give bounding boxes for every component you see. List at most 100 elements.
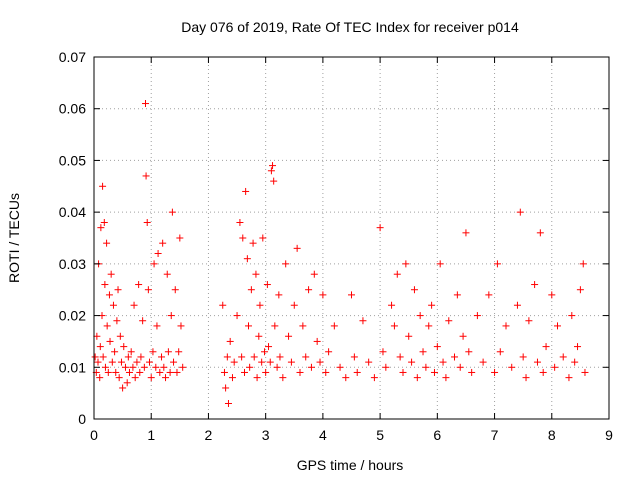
data-point: [581, 368, 589, 376]
data-point: [262, 368, 270, 376]
data-point: [242, 187, 250, 195]
data-point: [99, 353, 107, 361]
data-point: [365, 358, 373, 366]
data-point: [370, 374, 378, 382]
data-point: [322, 368, 330, 376]
x-tick-label: 6: [433, 427, 441, 443]
data-point: [568, 312, 576, 320]
data-point: [425, 322, 433, 330]
data-point: [275, 291, 283, 299]
data-point: [313, 337, 321, 345]
data-point: [261, 348, 269, 356]
y-tick-label: 0.04: [59, 204, 86, 220]
y-tick-label: 0.02: [59, 308, 86, 324]
data-point: [99, 182, 107, 190]
data-point: [154, 250, 162, 258]
data-point: [508, 363, 516, 371]
data-point: [139, 317, 147, 325]
data-point: [123, 379, 131, 387]
data-point: [519, 353, 527, 361]
data-point: [220, 368, 228, 376]
data-point: [119, 384, 127, 392]
data-point: [548, 291, 556, 299]
data-point: [293, 244, 301, 252]
data-point: [533, 358, 541, 366]
data-point: [290, 301, 298, 309]
data-point: [171, 286, 179, 294]
x-tick-label: 3: [262, 427, 270, 443]
data-point: [405, 332, 413, 340]
data-point: [279, 374, 287, 382]
data-point: [177, 322, 185, 330]
data-point: [256, 301, 264, 309]
data-point: [559, 353, 567, 361]
data-point: [170, 358, 178, 366]
data-point: [146, 358, 154, 366]
data-point: [287, 358, 295, 366]
data-point: [238, 353, 246, 361]
data-point: [116, 332, 124, 340]
data-point: [240, 368, 248, 376]
data-point: [249, 239, 257, 247]
data-point: [265, 343, 273, 351]
data-point: [142, 172, 150, 180]
data-point: [439, 358, 447, 366]
data-point: [456, 363, 464, 371]
data-point: [513, 301, 521, 309]
data-point: [247, 286, 255, 294]
data-point: [576, 286, 584, 294]
data-point: [299, 322, 307, 330]
data-point: [101, 363, 109, 371]
data-point: [496, 348, 504, 356]
data-point: [149, 348, 157, 356]
data-point: [105, 291, 113, 299]
data-point: [176, 234, 184, 242]
data-point: [159, 239, 167, 247]
data-points: [91, 100, 589, 407]
data-point: [162, 374, 170, 382]
chart-title: Day 076 of 2019, Rate Of TEC Index for r…: [181, 19, 519, 35]
data-point: [388, 301, 396, 309]
data-point: [551, 363, 559, 371]
data-point: [579, 260, 587, 268]
data-point: [135, 281, 143, 289]
data-point: [166, 368, 174, 376]
x-axis-label: GPS time / hours: [297, 457, 404, 473]
data-point: [130, 301, 138, 309]
y-tick-labels: 0 0.01 0.02 0.03 0.04 0.05 0.06 0.07: [59, 49, 86, 427]
data-point: [266, 358, 274, 366]
data-point: [96, 374, 104, 382]
data-point: [226, 337, 234, 345]
data-point: [522, 374, 530, 382]
data-point: [336, 363, 344, 371]
data-point: [224, 399, 232, 407]
y-tick-label: 0.05: [59, 152, 86, 168]
data-point: [459, 332, 467, 340]
data-point: [445, 317, 453, 325]
data-point: [223, 353, 231, 361]
data-point: [94, 358, 102, 366]
data-point: [137, 353, 145, 361]
data-point: [91, 353, 99, 361]
data-point: [168, 208, 176, 216]
y-tick-label: 0.07: [59, 49, 86, 65]
data-point: [109, 301, 117, 309]
data-point: [453, 291, 461, 299]
data-point: [140, 363, 148, 371]
data-point: [219, 301, 227, 309]
data-point: [402, 260, 410, 268]
y-axis-label: ROTI / TECUs: [6, 193, 22, 283]
data-point: [263, 281, 271, 289]
data-point: [376, 224, 384, 232]
data-point: [258, 358, 266, 366]
data-point: [276, 353, 284, 361]
data-point: [133, 358, 141, 366]
data-point: [179, 363, 187, 371]
data-point: [571, 358, 579, 366]
data-point: [350, 353, 358, 361]
data-point: [228, 374, 236, 382]
data-point: [107, 270, 115, 278]
data-point: [565, 374, 573, 382]
data-point: [325, 348, 333, 356]
data-point: [152, 363, 160, 371]
